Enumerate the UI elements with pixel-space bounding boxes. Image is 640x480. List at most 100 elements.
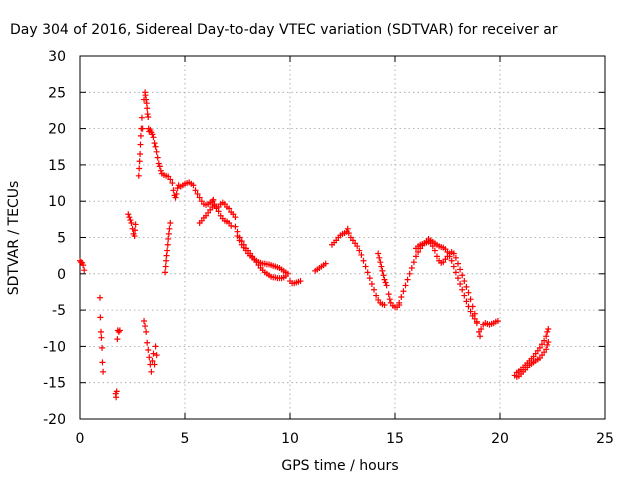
data-point xyxy=(194,190,201,197)
data-point xyxy=(232,214,239,221)
data-point xyxy=(113,394,120,401)
data-point xyxy=(137,141,144,148)
y-tick-label: 5 xyxy=(57,231,66,247)
data-point xyxy=(380,272,387,279)
data-point xyxy=(174,185,181,192)
data-point xyxy=(167,219,174,226)
data-point xyxy=(232,223,239,230)
data-point xyxy=(473,320,480,327)
data-point xyxy=(164,247,171,254)
data-point xyxy=(541,337,548,344)
data-point xyxy=(477,333,484,340)
data-point xyxy=(165,230,172,237)
data-point xyxy=(457,266,464,273)
chart-title: Day 304 of 2016, Sidereal Day-to-day VTE… xyxy=(10,22,558,38)
y-tick-label: -20 xyxy=(43,412,66,428)
data-point xyxy=(170,187,177,194)
data-point xyxy=(142,323,149,330)
data-point xyxy=(146,354,153,361)
data-point xyxy=(156,163,163,170)
series-seg-d xyxy=(125,211,139,240)
series-seg-o xyxy=(375,250,403,311)
data-point xyxy=(137,132,144,139)
data-point xyxy=(213,204,220,211)
data-point xyxy=(386,296,393,303)
series-seg-n xyxy=(329,225,388,309)
data-point xyxy=(150,350,157,357)
data-point xyxy=(98,328,104,335)
data-point xyxy=(145,347,152,354)
data-point xyxy=(81,267,88,274)
axis-ticks: 0 5 10 15 20 25 -20 -15 -10 -5 0 5 10 15 20 25 30 xyxy=(43,49,614,447)
data-point xyxy=(448,257,455,264)
data-point xyxy=(138,114,145,121)
data-point xyxy=(151,361,158,368)
data-point xyxy=(141,317,148,324)
y-axis-label: SDTVAR / TECUs xyxy=(6,181,22,296)
data-point xyxy=(173,190,180,197)
data-point xyxy=(376,254,383,261)
grid xyxy=(80,56,605,419)
data-point xyxy=(371,286,377,293)
data-point xyxy=(226,205,233,212)
data-point xyxy=(190,182,197,189)
y-tick-label: 15 xyxy=(48,158,66,174)
data-point xyxy=(282,269,289,276)
data-point xyxy=(297,278,304,285)
y-tick-label: 0 xyxy=(57,267,66,283)
data-point xyxy=(236,237,243,244)
data-point xyxy=(167,176,174,183)
y-tick-label: -5 xyxy=(52,303,66,319)
data-point xyxy=(128,219,135,226)
data-point xyxy=(163,257,170,264)
data-point xyxy=(431,247,438,254)
data-point xyxy=(162,263,169,270)
y-tick-label: 20 xyxy=(48,122,66,138)
data-point xyxy=(461,278,468,285)
data-point xyxy=(116,327,123,334)
data-point xyxy=(410,259,417,266)
data-point xyxy=(157,167,164,174)
data-point xyxy=(155,160,162,167)
data-point xyxy=(162,269,169,276)
x-tick-label: 15 xyxy=(386,431,404,447)
data-point xyxy=(415,249,422,256)
data-point xyxy=(344,225,351,232)
x-axis-label: GPS time / hours xyxy=(281,458,398,474)
data-point xyxy=(228,222,235,229)
data-point xyxy=(145,113,152,120)
data-point xyxy=(136,158,143,165)
series-seg-j xyxy=(232,223,291,282)
data-point xyxy=(452,254,459,261)
data-point xyxy=(377,259,384,266)
data-point xyxy=(164,241,171,248)
data-point xyxy=(450,250,457,257)
data-point xyxy=(467,308,474,315)
data-point xyxy=(455,260,461,267)
data-point xyxy=(536,344,543,351)
series-seg-e xyxy=(135,89,182,201)
x-tick-label: 0 xyxy=(76,431,85,447)
y-tick-label: 10 xyxy=(48,194,66,210)
data-point xyxy=(154,154,161,161)
series-seg-p xyxy=(396,235,480,325)
data-point xyxy=(165,235,172,242)
data-point xyxy=(354,243,361,250)
data-point xyxy=(545,339,552,346)
data-point xyxy=(404,276,411,283)
x-tick-label: 10 xyxy=(281,431,299,447)
data-point xyxy=(429,243,436,250)
data-point xyxy=(383,282,390,289)
data-point xyxy=(463,283,470,290)
data-point xyxy=(543,346,550,353)
x-tick-label: 20 xyxy=(491,431,509,447)
data-point xyxy=(478,325,485,332)
data-point xyxy=(137,151,144,158)
data-point xyxy=(163,252,170,259)
data-point xyxy=(345,230,352,237)
data-point xyxy=(400,288,407,295)
data-point xyxy=(539,341,545,348)
data-point xyxy=(100,368,107,375)
data-point xyxy=(471,310,478,317)
data-point xyxy=(114,336,121,343)
